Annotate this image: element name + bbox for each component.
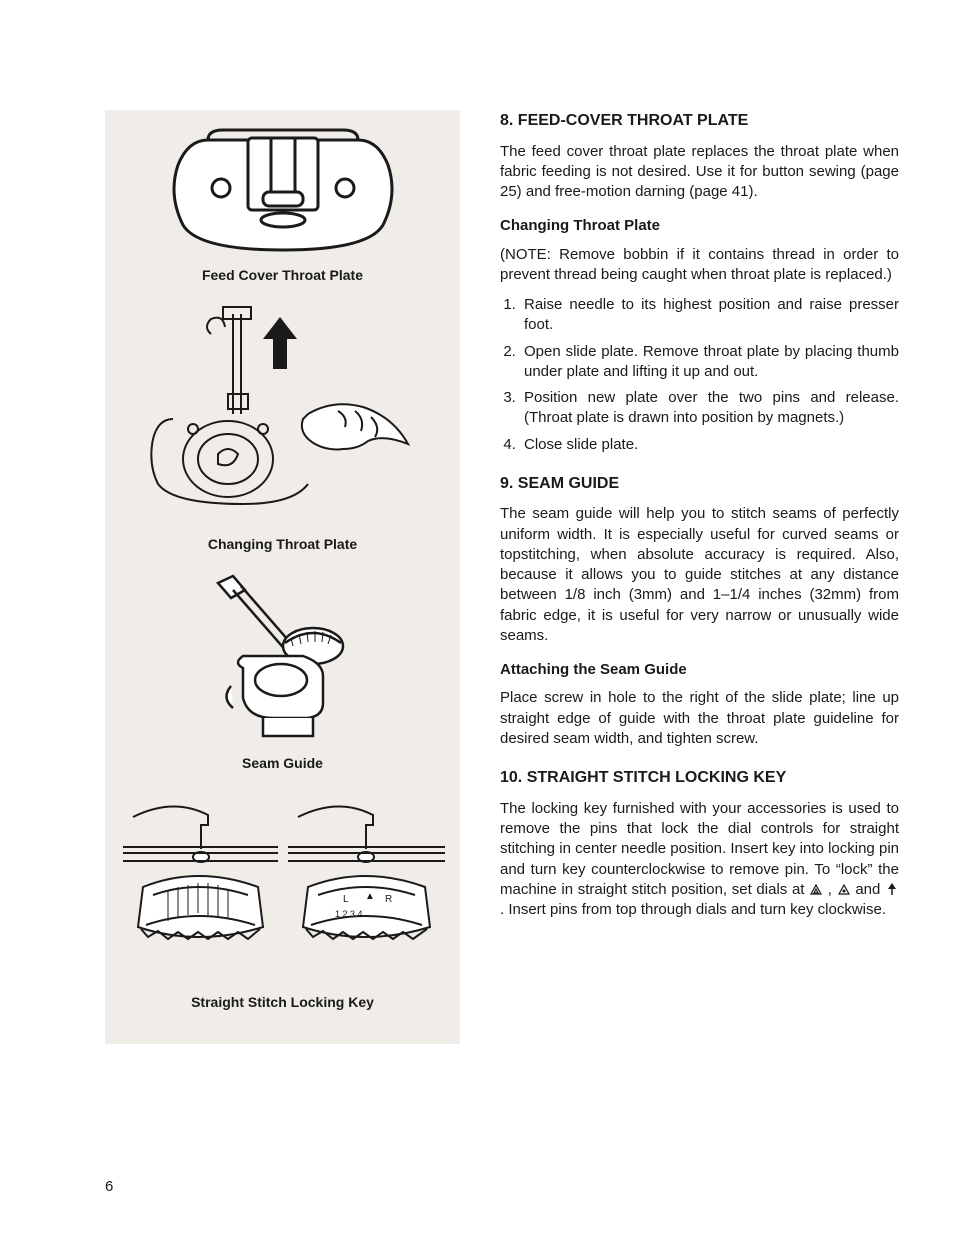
figure-caption: Seam Guide: [242, 754, 323, 773]
body-text: The feed cover throat plate replaces the…: [500, 142, 899, 203]
dial-symbol-icon: [837, 884, 851, 896]
text-run: ,: [828, 881, 837, 898]
section-9: 9. SEAM GUIDE The seam guide will help y…: [500, 473, 899, 749]
text-column: 8. FEED-COVER THROAT PLATE The feed cove…: [500, 110, 899, 1044]
illustration-panel: Feed Cover Throat Plate: [105, 110, 460, 1044]
locking-key-icon: L ▲ R 1 2 3 4: [113, 787, 453, 987]
page-layout: Feed Cover Throat Plate: [105, 110, 899, 1044]
figure-locking-key: L ▲ R 1 2 3 4 Straight Stitch Locking Ke…: [113, 787, 452, 1026]
list-item: Raise needle to its highest position and…: [520, 295, 899, 336]
body-text: Place screw in hole to the right of the …: [500, 688, 899, 749]
list-item: Position new plate over the two pins and…: [520, 388, 899, 429]
figure-caption: Changing Throat Plate: [208, 535, 357, 554]
feed-cover-plate-icon: [153, 120, 413, 260]
seam-guide-icon: [173, 568, 393, 748]
subsection-heading: Attaching the Seam Guide: [500, 660, 899, 680]
body-text: The seam guide will help you to stitch s…: [500, 504, 899, 646]
figure-caption: Feed Cover Throat Plate: [202, 266, 363, 285]
svg-text:▲: ▲: [365, 891, 375, 902]
figure-feed-cover-plate: Feed Cover Throat Plate: [113, 120, 452, 299]
figure-changing-plate: Changing Throat Plate: [113, 299, 452, 568]
section-10: 10. STRAIGHT STITCH LOCKING KEY The lock…: [500, 767, 899, 920]
subsection-heading: Changing Throat Plate: [500, 216, 899, 236]
body-text: The locking key furnished with your acce…: [500, 799, 899, 921]
figure-caption: Straight Stitch Locking Key: [191, 993, 374, 1012]
section-heading: 10. STRAIGHT STITCH LOCKING KEY: [500, 767, 899, 789]
list-item: Close slide plate.: [520, 435, 899, 455]
changing-plate-icon: [133, 299, 433, 529]
dial-symbol-icon: [885, 882, 899, 896]
step-list: Raise needle to its highest position and…: [500, 295, 899, 455]
section-heading: 9. SEAM GUIDE: [500, 473, 899, 495]
note-text: (NOTE: Remove bobbin if it contains thre…: [500, 245, 899, 286]
svg-text:1 2 3 4: 1 2 3 4: [335, 909, 363, 919]
section-8: 8. FEED-COVER THROAT PLATE The feed cove…: [500, 110, 899, 455]
list-item: Open slide plate. Remove throat plate by…: [520, 342, 899, 383]
text-run: . Insert pins from top through dials and…: [500, 901, 886, 918]
svg-text:L: L: [343, 894, 349, 905]
section-heading: 8. FEED-COVER THROAT PLATE: [500, 110, 899, 132]
figure-seam-guide: Seam Guide: [113, 568, 452, 787]
text-run: and: [855, 881, 885, 898]
svg-text:R: R: [385, 894, 392, 905]
dial-symbol-icon: [809, 884, 823, 896]
page-number: 6: [105, 1177, 113, 1197]
